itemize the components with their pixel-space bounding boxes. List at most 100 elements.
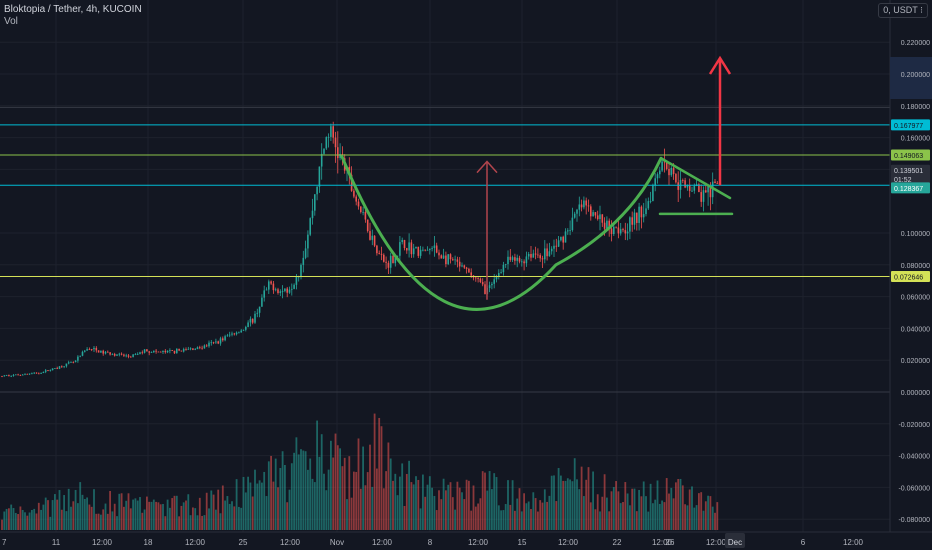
volume-bar	[212, 494, 215, 530]
candle-body	[49, 370, 52, 372]
price-tick-label: 0.040000	[901, 326, 930, 333]
candle-body	[293, 284, 295, 289]
volume-bar	[587, 467, 590, 530]
volume-bar	[373, 413, 376, 530]
volume-bar	[410, 482, 413, 530]
price-badge[interactable]	[891, 119, 930, 131]
volume-bar	[132, 499, 134, 530]
candle-body	[318, 166, 321, 187]
time-tick-label: 15	[518, 538, 527, 547]
candle-body	[707, 186, 709, 193]
volume-bar	[433, 495, 436, 530]
volume-bar	[323, 473, 325, 530]
candle-body	[274, 289, 277, 291]
candle-body	[5, 375, 8, 376]
volume-bar	[566, 478, 569, 530]
candle-body	[339, 153, 341, 159]
volume-bar	[51, 500, 54, 530]
candle-body	[424, 249, 426, 251]
candle-body	[251, 318, 254, 323]
volume-bar	[472, 485, 475, 530]
candle-body	[479, 278, 482, 283]
candle-body	[107, 351, 109, 353]
symbol-title[interactable]: Bloktopia / Tether, 4h, KUCOIN	[4, 4, 142, 15]
candle-body	[617, 227, 620, 234]
candle-body	[426, 249, 429, 251]
candle-body	[417, 246, 420, 256]
candle-body	[596, 215, 599, 220]
price-badge[interactable]	[891, 270, 930, 282]
volume-bar	[422, 474, 424, 530]
cup-pattern-curve[interactable]	[340, 155, 663, 311]
time-tick-label: 12:00	[652, 538, 673, 547]
volume-bar	[26, 515, 29, 530]
candle-body	[578, 204, 581, 210]
candle-body	[217, 341, 219, 344]
candle-body	[291, 288, 293, 290]
volume-bar	[594, 509, 597, 530]
volume-bar	[555, 501, 558, 530]
candle-body	[242, 329, 245, 331]
volume-bar	[672, 498, 675, 530]
price-badge[interactable]	[891, 149, 930, 161]
volume-bar	[90, 506, 93, 530]
price-axis[interactable]: 0.2200000.2000000.1800000.1600000.140000…	[889, 0, 932, 532]
candle-body	[452, 259, 454, 261]
candle-body	[65, 363, 68, 367]
candle-body	[415, 246, 417, 249]
horizontal-levels[interactable]	[0, 124, 890, 277]
volume-bar	[385, 471, 387, 530]
price-badge[interactable]	[891, 182, 930, 194]
volume-bar	[474, 506, 477, 530]
price-badge[interactable]	[891, 173, 930, 185]
volume-bar	[215, 509, 217, 530]
candle-body	[316, 186, 318, 195]
volume-bar	[141, 512, 144, 530]
volume-bar	[228, 503, 231, 530]
candle-body	[61, 366, 63, 368]
candle-body	[544, 248, 546, 260]
volume-bar	[691, 486, 693, 530]
price-tick-label: 0.080000	[901, 263, 930, 270]
drawing-annotations[interactable]	[340, 55, 734, 311]
volume-bar	[313, 482, 316, 530]
volume-bar	[205, 492, 208, 530]
volume-indicator-label[interactable]: Vol	[4, 16, 18, 27]
volume-bar	[509, 504, 512, 530]
price-badge[interactable]	[891, 164, 930, 176]
candle-body	[502, 264, 505, 273]
volume-bar	[343, 457, 346, 530]
candle-body	[435, 245, 438, 253]
candle-body	[590, 206, 592, 217]
candle-body	[178, 348, 180, 351]
candle-body	[88, 349, 91, 350]
time-cursor-badge[interactable]	[725, 533, 745, 548]
candle-body	[139, 352, 141, 354]
volume-bar	[35, 513, 38, 530]
volume-bar	[442, 478, 445, 530]
price-badge-label: 0.167977	[894, 123, 923, 130]
volume-bar	[576, 479, 578, 530]
volume-bar	[435, 510, 438, 530]
volume-bar	[684, 504, 686, 530]
candle-body	[314, 194, 316, 211]
candle-body	[51, 368, 54, 371]
volume-bar	[244, 492, 247, 530]
volume-bar	[182, 502, 185, 530]
candle-body	[109, 352, 111, 355]
currency-selector[interactable]: 0, USDT ⁝	[878, 3, 928, 18]
candle-body	[360, 206, 362, 213]
candle-body	[265, 289, 268, 291]
candle-body	[645, 208, 647, 215]
candle-body	[157, 351, 160, 353]
price-tick-label: 0.200000	[901, 72, 930, 79]
volume-bar	[152, 499, 155, 530]
handle-trendline[interactable]	[659, 157, 732, 200]
candle-body	[498, 273, 500, 277]
candle-body	[560, 236, 562, 241]
time-axis[interactable]: 7 11 12:00 18 12:00 25 12:00 Nov 12:00 8 12:00 15 12…	[0, 531, 932, 548]
candle-body	[95, 347, 98, 351]
volume-bar	[302, 450, 305, 530]
